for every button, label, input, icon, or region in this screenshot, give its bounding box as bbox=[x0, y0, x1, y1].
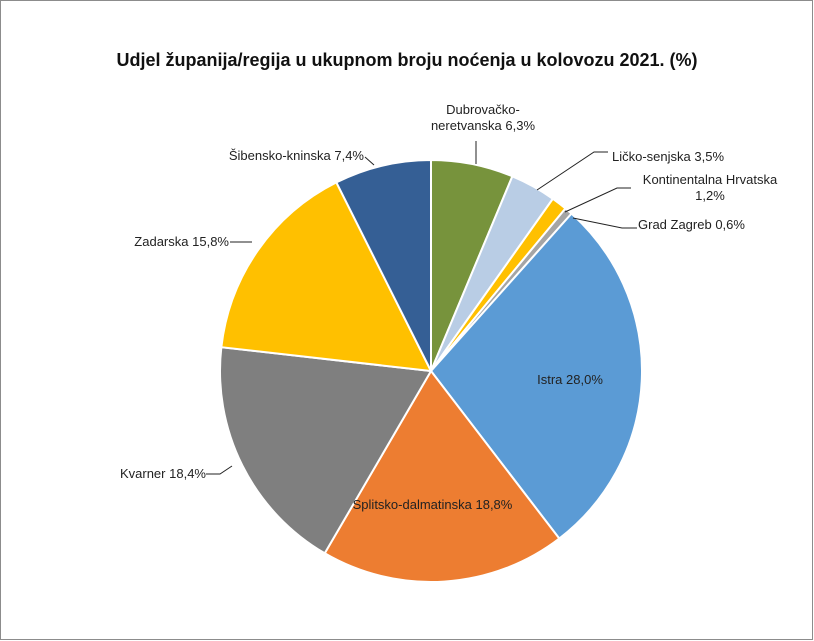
leader-line bbox=[536, 151, 608, 191]
category-label: Kvarner bbox=[119, 466, 166, 481]
data-label: Grad Zagreb 0,6% bbox=[638, 217, 788, 233]
value-label: 15,8% bbox=[192, 234, 229, 249]
leader-line bbox=[364, 156, 375, 166]
category-label: Ličko-senjska bbox=[612, 149, 691, 164]
pie-slice bbox=[220, 181, 433, 373]
leader-line bbox=[572, 217, 637, 229]
value-label: 1,2% bbox=[695, 188, 725, 203]
value-label: 28,0% bbox=[566, 372, 603, 387]
category-label: Grad Zagreb bbox=[638, 217, 712, 232]
category-label: Istra bbox=[537, 372, 563, 387]
pie-slice bbox=[335, 158, 432, 372]
category-label: Dubrovačko-neretvanska bbox=[430, 102, 520, 133]
data-label: Kontinentalna Hrvatska 1,2% bbox=[630, 172, 790, 204]
pie-slice bbox=[219, 346, 433, 555]
data-label: Dubrovačko-neretvanska 6,3% bbox=[418, 102, 548, 134]
data-label: Zadarska 15,8% bbox=[90, 234, 229, 250]
chart-title: Udjel županija/regija u ukupnom broju no… bbox=[116, 50, 698, 70]
category-label: Splitsko-dalmatinska bbox=[352, 497, 472, 512]
value-label: 18,4% bbox=[169, 466, 206, 481]
data-label: Kvarner 18,4% bbox=[70, 466, 206, 482]
category-label: Zadarska bbox=[134, 234, 189, 249]
value-label: 3,5% bbox=[694, 149, 725, 164]
leader-line bbox=[206, 465, 233, 475]
data-label: Šibensko-kninska 7,4% bbox=[200, 148, 364, 164]
data-label: Ličko-senjska 3,5% bbox=[612, 149, 762, 165]
pie-slice bbox=[323, 369, 561, 583]
pie bbox=[219, 158, 643, 583]
value-label: 6,3% bbox=[505, 118, 536, 133]
data-label: Istra 28,0% bbox=[520, 372, 620, 388]
category-label: Šibensko-kninska bbox=[228, 148, 331, 163]
data-label: Splitsko-dalmatinska 18,8% bbox=[350, 497, 515, 513]
value-label: 18,8% bbox=[475, 497, 513, 512]
value-label: 0,6% bbox=[715, 217, 745, 232]
value-label: 7,4% bbox=[334, 148, 364, 163]
leader-line bbox=[564, 187, 631, 213]
pie-slice bbox=[429, 212, 643, 540]
category-label: Kontinentalna Hrvatska bbox=[642, 172, 778, 187]
